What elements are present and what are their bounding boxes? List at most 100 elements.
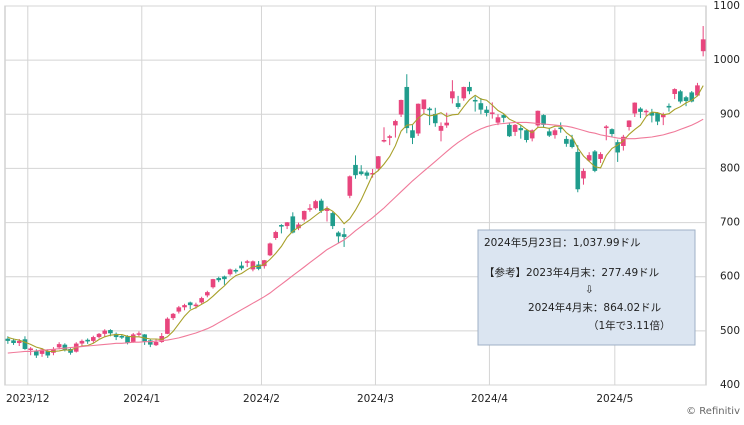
candle-body [381, 140, 387, 142]
y-tick-label: 500 [720, 325, 740, 337]
candle-body [136, 333, 142, 335]
candle-body [119, 336, 125, 338]
candle-body [472, 99, 478, 102]
candle-body [546, 131, 552, 136]
candle-body [581, 170, 586, 179]
candle-body [410, 130, 415, 138]
x-tick-label: 2024/3 [357, 393, 394, 405]
candle-body [22, 339, 28, 349]
candle-body [529, 130, 535, 139]
candle-body [301, 210, 307, 220]
candle-body [672, 89, 677, 94]
candle-body [643, 110, 649, 113]
candle-body [569, 139, 575, 148]
candle-body [603, 126, 609, 129]
candle-body [290, 216, 296, 233]
candle-body [552, 130, 558, 136]
candle-body [535, 110, 541, 126]
y-tick-label: 1100 [713, 0, 740, 12]
source: © Refinitiv [686, 406, 740, 417]
candle-body [205, 292, 210, 296]
candle-body [666, 105, 672, 108]
candle-body [250, 261, 256, 270]
candle-body [227, 269, 233, 275]
annotation: （1年で3.11倍） [588, 319, 671, 332]
candle-body [68, 349, 73, 353]
candle-body [353, 164, 358, 176]
candle-body [267, 243, 273, 256]
candle-body [700, 39, 706, 52]
x-tick-label: 2024/2 [243, 393, 280, 405]
candle-body [564, 138, 569, 144]
candle-body [16, 340, 22, 344]
candle-body [11, 340, 16, 344]
candle-body [575, 151, 581, 190]
annotation: 2024年4月末：864.02ドル [528, 301, 661, 314]
candle-body [438, 125, 444, 131]
candle-body [507, 124, 512, 137]
candle-body [541, 115, 546, 125]
candle-body [187, 302, 193, 306]
candle-body [375, 156, 381, 169]
candle-body [398, 99, 404, 115]
candle-body [341, 234, 347, 237]
candle-body [165, 318, 170, 334]
candle-body [489, 112, 495, 114]
y-tick-label: 400 [720, 379, 740, 391]
annotation: 2024年5月23日：1,037.99ドル [484, 236, 641, 249]
moving-average-line [7, 85, 704, 352]
candle-body [130, 334, 136, 342]
candle-body [598, 154, 603, 159]
candle-body [279, 225, 284, 227]
candle-body [632, 102, 638, 114]
candle-body [5, 338, 11, 341]
candle-body [450, 91, 455, 99]
candle-body [495, 117, 501, 123]
annotation: ⇩ [585, 284, 594, 296]
candle-body [358, 171, 364, 175]
candle-body [586, 155, 592, 161]
candle-body [689, 92, 695, 102]
candle-body [455, 103, 461, 107]
x-tick-label: 2023/12 [6, 393, 50, 405]
candle-body [336, 232, 341, 237]
candle-body [91, 337, 96, 341]
candle-body [478, 103, 484, 110]
candle-body [393, 121, 398, 126]
candle-body [176, 307, 182, 312]
candle-body [28, 348, 33, 351]
candle-body [125, 336, 130, 343]
y-tick-label: 700 [720, 217, 740, 229]
candle-body [216, 278, 222, 281]
candle-body [364, 172, 370, 176]
x-tick-label: 2024/5 [596, 393, 633, 405]
candle-body [170, 313, 176, 319]
candle-body [461, 86, 467, 99]
candle-body [524, 130, 529, 140]
candle-body [615, 142, 620, 153]
annotation: 【参考】2023年4月末：277.49ドル [484, 266, 659, 279]
candle-body [330, 213, 336, 227]
candle-body [244, 261, 250, 263]
candle-body [199, 298, 204, 303]
candle-body [79, 340, 85, 344]
candle-body [501, 115, 506, 118]
moving-average-line [7, 118, 704, 354]
candle-body [387, 136, 392, 138]
candle-body [404, 86, 410, 129]
x-tick-label: 2024/1 [123, 393, 160, 405]
candle-body [655, 112, 660, 122]
candle-body [56, 344, 62, 348]
candle-body [210, 279, 216, 288]
candle-body [284, 222, 290, 227]
candle-body [467, 86, 472, 92]
candle-body [102, 330, 108, 334]
annotation-box [477, 229, 696, 346]
candle-body [148, 340, 153, 345]
y-tick-label: 900 [720, 108, 740, 120]
candle-body [239, 265, 244, 269]
y-tick-label: 800 [720, 162, 740, 174]
candle-body [34, 351, 39, 356]
